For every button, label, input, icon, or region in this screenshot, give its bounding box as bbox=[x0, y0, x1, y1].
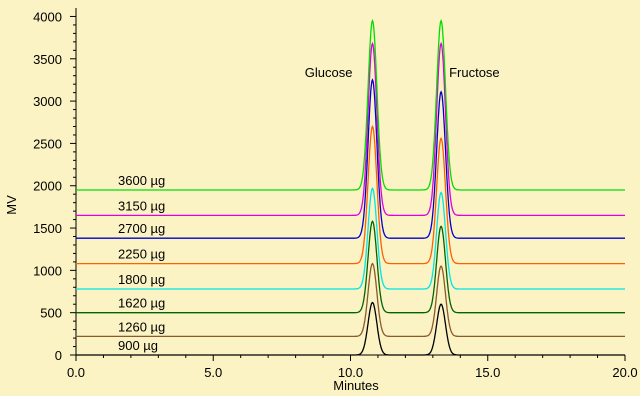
series-label: 2250 µg bbox=[118, 247, 165, 262]
series-label: 3600 µg bbox=[118, 173, 165, 188]
y-tick-label: 4000 bbox=[33, 9, 62, 24]
series-label: 1620 µg bbox=[118, 296, 165, 311]
labels: 900 µg 1260 µg 1620 µg 1800 µg 2250 µg 2700 µ… bbox=[118, 65, 500, 353]
series-line bbox=[76, 187, 625, 290]
series-line bbox=[76, 125, 625, 265]
y-tick-label: 0 bbox=[55, 348, 62, 363]
y-tick-label: 2500 bbox=[33, 136, 62, 151]
y-tick-label: 1000 bbox=[33, 263, 62, 278]
traces bbox=[76, 19, 625, 356]
axes: 0.0 5.0 10.0 15.0 20.0 0 500 1000 1500 2000 2500 30… bbox=[33, 8, 638, 380]
series-line bbox=[76, 301, 625, 356]
series-line bbox=[76, 78, 625, 239]
x-axis-title: Minutes bbox=[333, 378, 379, 393]
x-tick-label: 0.0 bbox=[67, 365, 85, 380]
y-tick-label: 1500 bbox=[33, 221, 62, 236]
series-label: 1260 µg bbox=[118, 319, 165, 334]
series-line bbox=[76, 262, 625, 338]
y-tick-label: 3000 bbox=[33, 94, 62, 109]
peak-label-glucose: Glucose bbox=[305, 65, 353, 80]
series-label: 900 µg bbox=[118, 338, 158, 353]
y-axis-title: MV bbox=[4, 195, 19, 215]
y-tick-label: 3500 bbox=[33, 52, 62, 67]
series-label: 3150 µg bbox=[118, 198, 165, 213]
x-tick-label: 10.0 bbox=[338, 365, 363, 380]
series-label: 2700 µg bbox=[118, 221, 165, 236]
peak-label-fructose: Fructose bbox=[449, 65, 500, 80]
series-label: 1800 µg bbox=[118, 272, 165, 287]
series-line bbox=[76, 19, 625, 191]
y-tick-label: 2000 bbox=[33, 179, 62, 194]
y-tick-label: 500 bbox=[40, 306, 62, 321]
x-tick-label: 20.0 bbox=[612, 365, 637, 380]
series-line bbox=[76, 220, 625, 314]
series-line bbox=[76, 41, 625, 217]
x-tick-label: 15.0 bbox=[475, 365, 500, 380]
x-tick-label: 5.0 bbox=[204, 365, 222, 380]
